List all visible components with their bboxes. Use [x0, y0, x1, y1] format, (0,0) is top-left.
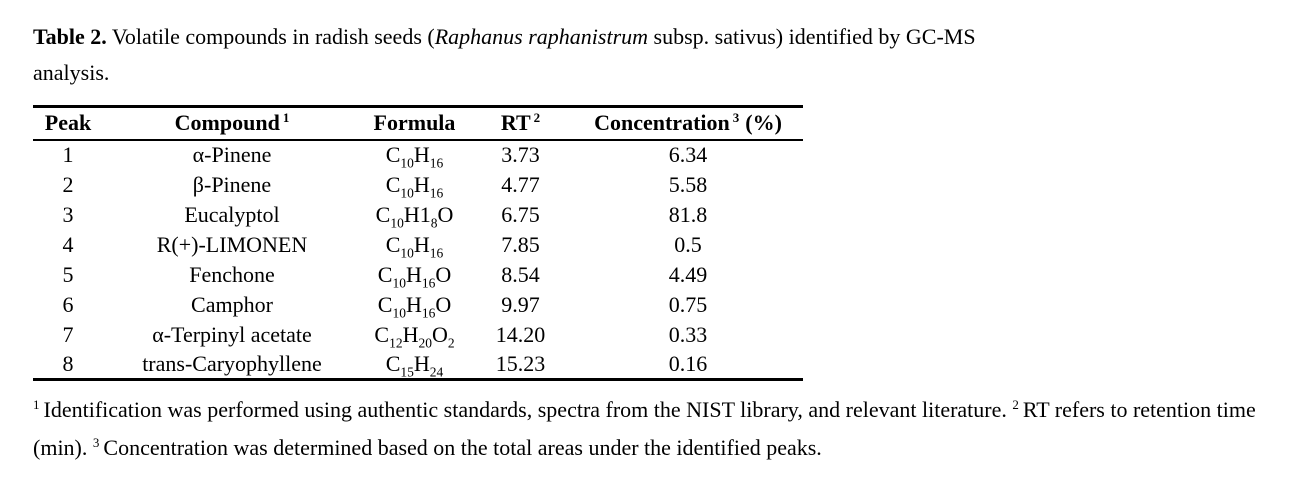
- cell-rt: 6.75: [501, 201, 540, 227]
- cell-compound: β-Pinene: [192, 171, 272, 197]
- cell-concentration: 81.8: [668, 201, 708, 227]
- table-caption: Table 2. Volatile compounds in radish se…: [33, 19, 1278, 91]
- cell-compound: trans-Caryophyllene: [142, 350, 322, 376]
- footnote-superscript: 1: [33, 396, 40, 412]
- footnote-1: 1 Identification was performed using auth…: [33, 397, 1007, 422]
- cell-peak: 7: [62, 321, 74, 347]
- table-row: 5 Fenchone C10H16O 8.54 4.49: [33, 260, 803, 290]
- footnote-text: Concentration was determined based on th…: [103, 435, 822, 460]
- cell-formula: C10H16: [385, 231, 444, 260]
- species-name: Raphanus raphanistrum: [434, 24, 649, 49]
- cell-concentration: 5.58: [668, 171, 708, 197]
- cell-rt: 9.97: [501, 291, 540, 317]
- cell-peak: 1: [62, 142, 74, 167]
- cell-formula: C10H16: [385, 171, 444, 200]
- footnote-superscript: 3: [92, 434, 100, 450]
- cell-peak: 6: [62, 291, 74, 317]
- table-row: 2 β-Pinene C10H16 4.77 5.58: [33, 170, 803, 200]
- cell-concentration: 0.75: [668, 291, 708, 317]
- cell-peak: 8: [62, 350, 74, 376]
- column-header-formula: Formula: [361, 106, 468, 141]
- table-row: 3 Eucalyptol C10H18O 6.75 81.8: [33, 200, 803, 230]
- cell-peak: 2: [62, 171, 74, 197]
- cell-compound: α-Terpinyl acetate: [152, 321, 312, 347]
- column-header-label: Peak: [44, 110, 92, 136]
- cell-formula: C10H18O: [375, 201, 454, 230]
- table-row: 4 R(+)-LIMONEN C10H16 7.85 0.5: [33, 230, 803, 260]
- column-header-peak: Peak: [33, 106, 103, 141]
- column-header-label: RT: [500, 110, 531, 136]
- cell-compound: α-Pinene: [192, 142, 272, 167]
- cell-concentration: 0.5: [674, 231, 702, 257]
- cell-rt: 4.77: [501, 171, 540, 197]
- cell-compound: Eucalyptol: [184, 201, 280, 227]
- footnote-text: Identification was performed using authe…: [43, 397, 1007, 422]
- column-header-suffix: (%): [745, 110, 782, 136]
- compounds-table: Peak Compound 1 Formula RT 2 Concentration…: [33, 105, 803, 381]
- header-superscript: 1: [282, 109, 290, 125]
- column-header-label: Formula: [373, 110, 456, 136]
- cell-compound: Camphor: [191, 291, 273, 317]
- column-header-rt: RT 2: [468, 106, 573, 141]
- footnote-3: 3 Concentration was determined based on t…: [93, 435, 822, 460]
- footnote-2: 2 RT refers to retention time (min).: [33, 397, 1256, 460]
- footnote-text: RT refers to retention time (min).: [33, 397, 1256, 460]
- table-header-row: Peak Compound 1 Formula RT 2 Concentration…: [33, 106, 803, 141]
- column-header-label: Compound: [174, 110, 280, 136]
- cell-rt: 14.20: [495, 321, 546, 347]
- cell-concentration: 6.34: [668, 142, 708, 167]
- column-header-compound: Compound 1: [103, 106, 361, 141]
- cell-formula: C12H20O2: [374, 321, 455, 350]
- footnote-superscript: 2: [1012, 396, 1019, 412]
- cell-compound: R(+)-LIMONEN: [156, 231, 308, 257]
- table-row: 8 trans-Caryophyllene C15H24 15.23 0.16: [33, 350, 803, 380]
- table-row: 6 Camphor C10H16O 9.97 0.75: [33, 290, 803, 320]
- cell-peak: 5: [62, 261, 74, 287]
- cell-formula: C10H16: [385, 142, 444, 171]
- cell-peak: 4: [62, 231, 74, 257]
- table-row: 1 α-Pinene C10H16 3.73 6.34: [33, 140, 803, 170]
- cell-rt: 15.23: [495, 350, 546, 376]
- cell-formula: C10H16O: [377, 261, 452, 290]
- cell-formula: C10H16O: [377, 291, 452, 320]
- caption-text-after-italic: subsp. sativus) identified by GC-MS: [648, 24, 976, 49]
- column-header-concentration: Concentration 3 (%): [573, 106, 803, 141]
- cell-concentration: 0.33: [668, 321, 708, 347]
- cell-rt: 7.85: [501, 231, 540, 257]
- cell-rt: 8.54: [501, 261, 540, 287]
- table-footnotes: 1 Identification was performed using auth…: [33, 391, 1278, 467]
- cell-peak: 3: [62, 201, 74, 227]
- header-superscript: 2: [533, 109, 541, 125]
- cell-rt: 3.73: [501, 142, 540, 167]
- header-superscript: 3: [732, 109, 740, 125]
- cell-formula: C15H24: [385, 350, 444, 380]
- caption-text-before-italic: Volatile compounds in radish seeds (: [106, 24, 435, 49]
- table-row: 7 α-Terpinyl acetate C12H20O2 14.20 0.33: [33, 320, 803, 350]
- column-header-label: Concentration: [594, 110, 730, 136]
- cell-compound: Fenchone: [189, 261, 275, 287]
- cell-concentration: 4.49: [668, 261, 708, 287]
- cell-concentration: 0.16: [668, 350, 708, 376]
- table-caption-label: Table 2.: [33, 24, 107, 49]
- caption-line-2: analysis.: [33, 60, 110, 85]
